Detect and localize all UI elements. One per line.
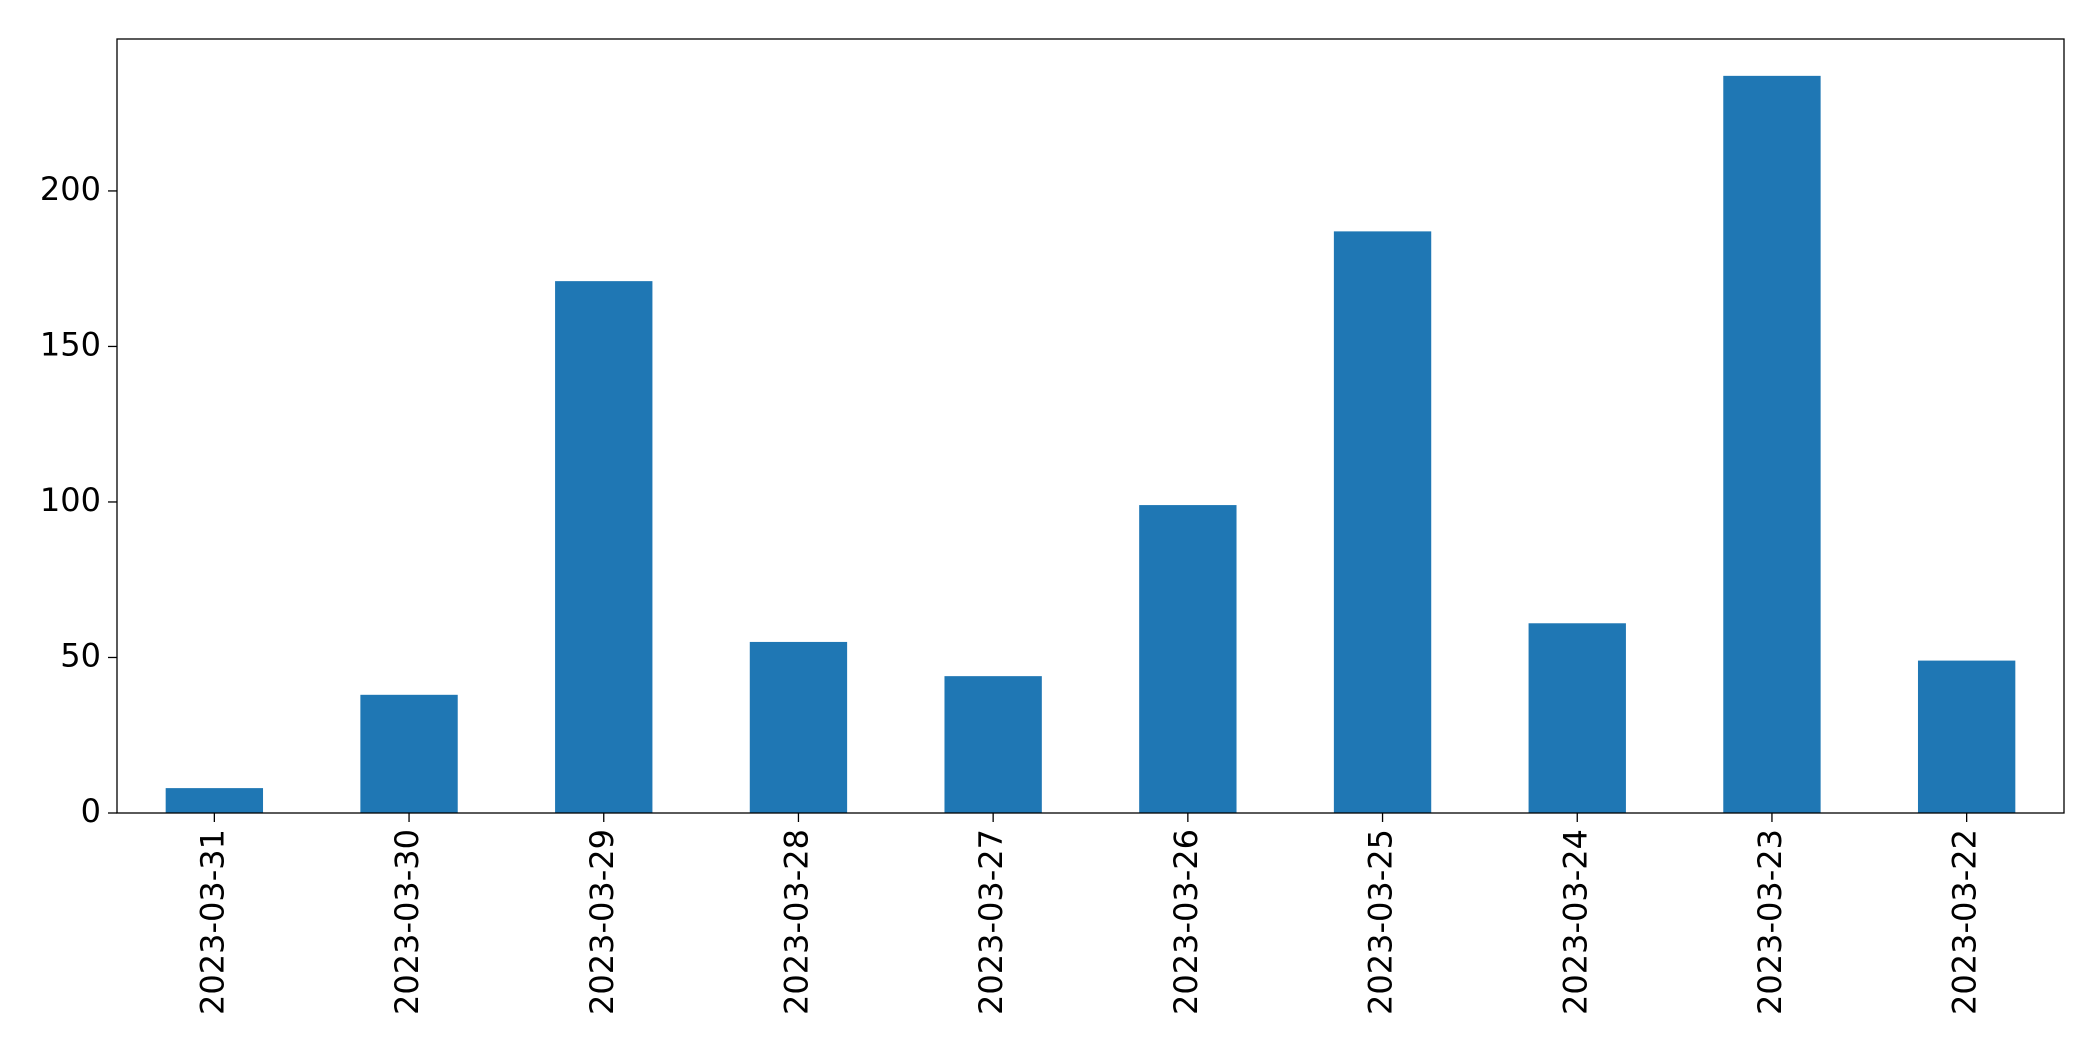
bar — [1333, 231, 1432, 814]
x-tick-label: 2023-03-29 — [583, 829, 621, 1015]
x-tick-label: 2023-03-22 — [1946, 829, 1984, 1015]
x-tick-label: 2023-03-26 — [1167, 829, 1205, 1015]
y-tick-label: 200 — [40, 170, 101, 208]
bar — [165, 788, 264, 813]
plot-frame — [116, 38, 2065, 814]
x-tick-label: 2023-03-31 — [193, 829, 231, 1015]
bar — [944, 676, 1042, 813]
bar — [749, 641, 848, 813]
bar — [1723, 75, 1821, 814]
bar — [1917, 660, 2016, 813]
y-tick-label: 150 — [40, 325, 101, 363]
x-tick-label: 2023-03-30 — [388, 829, 426, 1015]
bar — [360, 694, 458, 813]
bar — [1139, 505, 1237, 813]
x-tick-label: 2023-03-24 — [1556, 829, 1594, 1015]
bar — [1528, 623, 1626, 813]
x-tick-label: 2023-03-25 — [1362, 829, 1400, 1015]
y-tick-label: 0 — [81, 792, 101, 830]
x-tick-label: 2023-03-27 — [972, 829, 1010, 1015]
x-tick-label: 2023-03-28 — [777, 829, 815, 1015]
y-tick-label: 50 — [60, 636, 101, 674]
y-tick-label: 100 — [40, 481, 101, 519]
x-tick-label: 2023-03-23 — [1751, 829, 1789, 1015]
bar — [555, 281, 653, 813]
